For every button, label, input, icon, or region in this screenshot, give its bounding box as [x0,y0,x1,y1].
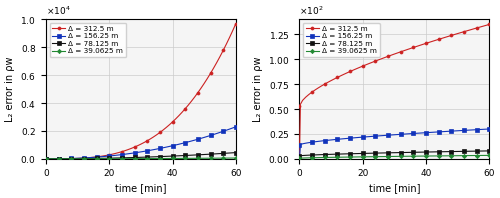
Δ = 156.25 m [144,150,150,152]
Δ = 312.5 m [157,131,163,134]
Δ = 312.5 m [43,158,49,160]
Δ = 39.0625 m [43,158,49,160]
Δ = 78.125 m [233,151,239,154]
Δ = 312.5 m [410,46,416,49]
Δ = 156.25 m [486,128,492,130]
Line: Δ = 39.0625 m: Δ = 39.0625 m [298,154,491,160]
Δ = 156.25 m [208,134,214,137]
Δ = 78.125 m [363,152,369,155]
Line: Δ = 156.25 m: Δ = 156.25 m [298,128,491,147]
Δ = 78.125 m [398,151,404,154]
Line: Δ = 78.125 m: Δ = 78.125 m [44,151,238,160]
Δ = 78.125 m [461,150,467,152]
Δ = 312.5 m [486,23,492,26]
Δ = 156.25 m [296,144,302,146]
Δ = 39.0625 m [341,156,347,158]
Δ = 78.125 m [43,158,49,160]
Δ = 156.25 m [233,126,239,128]
Δ = 156.25 m [81,157,87,159]
Δ = 39.0625 m [110,158,116,160]
Δ = 156.25 m [110,154,116,157]
Δ = 312.5 m [208,72,214,74]
Δ = 312.5 m [398,51,404,53]
Δ = 156.25 m [341,138,347,140]
Line: Δ = 156.25 m: Δ = 156.25 m [44,125,238,160]
Δ = 78.125 m [110,157,116,159]
Δ = 312.5 m [296,105,302,107]
Δ = 39.0625 m [296,157,302,159]
Δ = 39.0625 m [363,156,369,158]
Δ = 78.125 m [296,155,302,157]
Δ = 156.25 m [157,147,163,150]
Δ = 156.25 m [363,136,369,138]
Δ = 39.0625 m [398,155,404,158]
Δ = 78.125 m [341,153,347,155]
Δ = 78.125 m [144,156,150,158]
Δ = 78.125 m [334,153,340,155]
Δ = 312.5 m [233,22,239,25]
Δ = 312.5 m [144,140,150,142]
Δ = 39.0625 m [81,158,87,160]
Line: Δ = 312.5 m: Δ = 312.5 m [298,23,491,108]
Δ = 312.5 m [81,157,87,159]
Δ = 39.0625 m [157,157,163,160]
Δ = 312.5 m [110,153,116,155]
Δ = 156.25 m [410,132,416,135]
Δ = 39.0625 m [208,157,214,159]
X-axis label: time [min]: time [min] [368,183,420,193]
Δ = 156.25 m [461,129,467,132]
Δ = 312.5 m [363,64,369,66]
Δ = 156.25 m [87,156,93,159]
Δ = 156.25 m [334,138,340,141]
Δ = 39.0625 m [144,157,150,160]
Δ = 78.125 m [87,157,93,160]
Δ = 78.125 m [157,155,163,158]
Y-axis label: L₂ error in ρw: L₂ error in ρw [5,56,15,122]
Δ = 78.125 m [81,157,87,160]
Legend: Δ = 312.5 m, Δ = 156.25 m, Δ = 78.125 m, Δ = 39.0625 m: Δ = 312.5 m, Δ = 156.25 m, Δ = 78.125 m,… [303,23,380,57]
Y-axis label: L₂ error in ρw: L₂ error in ρw [252,56,262,122]
Δ = 39.0625 m [233,157,239,159]
Δ = 312.5 m [341,73,347,76]
Δ = 78.125 m [208,153,214,155]
Δ = 39.0625 m [334,156,340,158]
Δ = 312.5 m [334,76,340,79]
Line: Δ = 39.0625 m: Δ = 39.0625 m [44,156,238,160]
Line: Δ = 312.5 m: Δ = 312.5 m [44,22,238,160]
Δ = 39.0625 m [410,155,416,157]
Legend: Δ = 312.5 m, Δ = 156.25 m, Δ = 78.125 m, Δ = 39.0625 m: Δ = 312.5 m, Δ = 156.25 m, Δ = 78.125 m,… [50,23,126,57]
X-axis label: time [min]: time [min] [115,183,166,193]
Δ = 312.5 m [87,156,93,159]
Δ = 156.25 m [398,133,404,135]
Δ = 39.0625 m [486,154,492,157]
Line: Δ = 78.125 m: Δ = 78.125 m [298,149,491,157]
Δ = 78.125 m [410,151,416,153]
Δ = 312.5 m [461,30,467,33]
Δ = 78.125 m [486,150,492,152]
Δ = 39.0625 m [461,154,467,157]
Δ = 156.25 m [43,158,49,160]
Δ = 39.0625 m [87,158,93,160]
